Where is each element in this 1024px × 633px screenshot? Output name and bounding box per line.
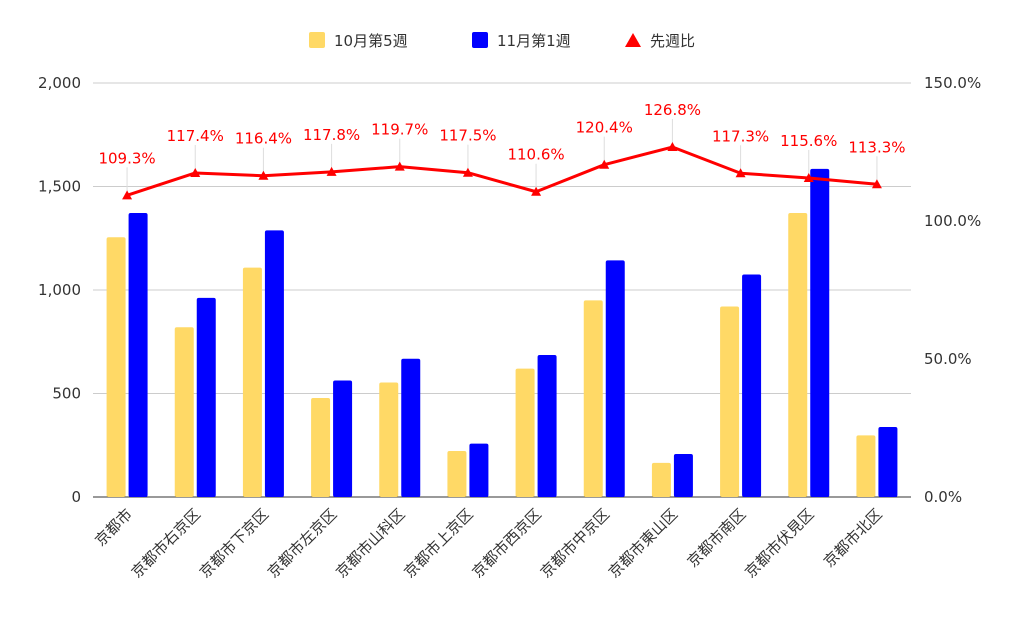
category-label: 京都市中京区 (537, 505, 613, 581)
left-tick-label: 1,000 (38, 281, 81, 299)
legend-label-2: 先週比 (650, 32, 695, 50)
ratio-label: 117.5% (439, 127, 496, 145)
ratio-label: 113.3% (848, 138, 905, 156)
ratio-marker (871, 179, 882, 189)
bar-series-1 (537, 354, 557, 497)
category-label: 京都市 (91, 505, 136, 550)
left-tick-label: 1,500 (38, 178, 81, 196)
ratio-line: 109.3% 117.4% 116.4% 117.8% 119.7% 117.5% 110.… (98, 101, 906, 200)
bar-series-0 (856, 435, 876, 497)
bar-series-1 (742, 274, 762, 497)
legend-marker-2 (625, 33, 641, 47)
category-label: 京都市右京区 (128, 505, 204, 581)
ratio-marker (599, 159, 610, 169)
category-label: 京都市山科区 (332, 505, 408, 581)
bar-series-0 (379, 382, 399, 497)
legend-swatch-0 (309, 32, 325, 48)
ratio-marker (462, 167, 473, 177)
right-tick-label: 100.0% (924, 212, 981, 230)
category-label: 京都市北区 (820, 505, 886, 571)
right-tick-label: 0.0% (924, 488, 962, 506)
right-tick-label: 50.0% (924, 350, 972, 368)
ratio-label: 116.4% (235, 130, 292, 148)
ratio-marker (735, 168, 746, 178)
ratio-label: 110.6% (507, 146, 564, 164)
category-label: 京都市伏見区 (741, 505, 817, 581)
category-label: 京都市下京区 (196, 505, 272, 581)
bar-series-0 (515, 368, 535, 497)
bar-series-1 (673, 453, 693, 497)
ratio-label: 117.3% (712, 127, 769, 145)
bar-series-1 (469, 443, 489, 497)
bar-series-1 (810, 168, 830, 497)
legend: 10月第5週 11月第1週 先週比 (309, 32, 695, 50)
ratio-marker (531, 186, 542, 196)
right-tick-label: 150.0% (924, 74, 981, 92)
bars (106, 168, 898, 497)
ratio-marker (190, 167, 201, 177)
legend-swatch-1 (472, 32, 488, 48)
bar-series-0 (106, 237, 126, 497)
bar-series-0 (447, 451, 467, 497)
bar-series-0 (651, 462, 671, 497)
legend-label-1: 11月第1週 (497, 32, 571, 50)
legend-label-0: 10月第5週 (334, 32, 408, 50)
bar-series-1 (128, 212, 148, 497)
gridlines (93, 82, 911, 498)
bar-series-1 (333, 380, 353, 497)
ratio-marker (803, 172, 814, 182)
bar-series-0 (311, 398, 331, 497)
category-label: 京都市南区 (684, 505, 750, 571)
right-axis-ticks: 0.0% 50.0% 100.0% 150.0% (924, 74, 981, 506)
ratio-label: 120.4% (576, 119, 633, 137)
ratio-marker (394, 161, 405, 171)
bar-series-1 (878, 427, 898, 497)
category-label: 京都市上京区 (400, 505, 476, 581)
bar-series-1 (264, 230, 284, 497)
left-axis-ticks: 0 500 1,000 1,500 2,000 (38, 74, 81, 506)
ratio-label: 109.3% (98, 149, 155, 167)
ratio-label: 126.8% (644, 101, 701, 119)
category-labels: 京都市京都市右京区京都市下京区京都市左京区京都市山科区京都市上京区京都市西京区京… (91, 505, 885, 581)
bar-series-0 (174, 327, 194, 497)
category-label: 京都市西京区 (469, 505, 545, 581)
ratio-label: 115.6% (780, 132, 837, 150)
category-label: 京都市左京区 (264, 505, 340, 581)
category-label: 京都市東山区 (605, 505, 681, 581)
ratio-label: 117.8% (303, 126, 360, 144)
ratio-polyline (126, 145, 878, 197)
bar-series-1 (196, 297, 216, 497)
ratio-marker (667, 142, 678, 152)
bar-series-0 (788, 212, 808, 497)
bar-series-1 (401, 358, 421, 497)
left-tick-label: 2,000 (38, 74, 81, 92)
bar-series-0 (720, 306, 740, 497)
left-tick-label: 0 (71, 488, 81, 506)
left-tick-label: 500 (52, 385, 81, 403)
ratio-marker (122, 190, 133, 200)
ratio-marker (258, 170, 269, 180)
bar-series-0 (583, 300, 603, 497)
ratio-marker (326, 166, 337, 176)
bar-series-0 (242, 267, 262, 497)
bar-series-1 (605, 260, 625, 497)
ratio-label: 117.4% (167, 127, 224, 145)
ratio-label: 119.7% (371, 121, 428, 139)
